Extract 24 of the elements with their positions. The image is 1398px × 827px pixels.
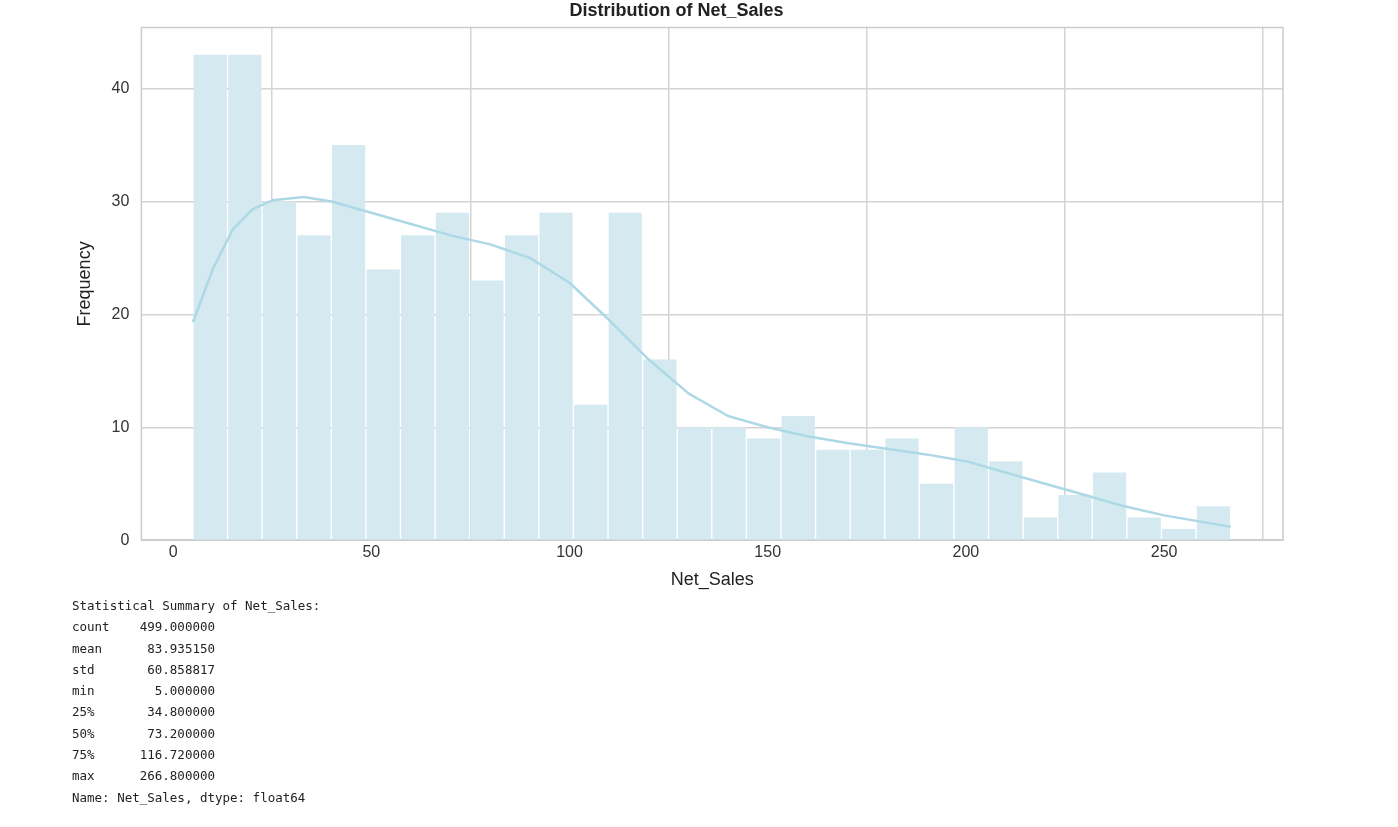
x-tick-label: 150: [754, 543, 782, 561]
y-tick-label: 30: [111, 191, 130, 209]
x-tick-label: 200: [952, 543, 980, 561]
y-tick-label: 0: [120, 530, 130, 548]
x-tick-label: 0: [168, 543, 178, 561]
x-tick-label: 250: [1150, 543, 1178, 561]
y-tick-label: 40: [111, 78, 130, 96]
text: count 499.000000: [72, 618, 216, 637]
y-tick-label: 10: [111, 417, 130, 435]
x-tick-label: 100: [556, 543, 583, 561]
text: max 266.800000: [72, 767, 216, 786]
text: std 60.858817: [72, 660, 216, 679]
text: min 5.000000: [72, 682, 216, 701]
text: 50% 73.200000: [72, 724, 216, 743]
text: 75% 116.720000: [72, 746, 216, 765]
x-tick-label: 50: [362, 543, 381, 561]
y-tick-label: 20: [111, 304, 130, 322]
y-axis-title: Frequency: [73, 241, 94, 327]
text: Statistical Summary of Net_Sales:: [72, 597, 322, 615]
x-axis-title: Net_Sales: [670, 569, 754, 591]
text: mean 83.935150: [72, 639, 216, 658]
text: Name: Net_Sales, dtype: float64: [72, 788, 307, 807]
chart-title: Distribution of Net_Sales: [569, 0, 784, 20]
text: 25% 34.800000: [72, 703, 216, 722]
